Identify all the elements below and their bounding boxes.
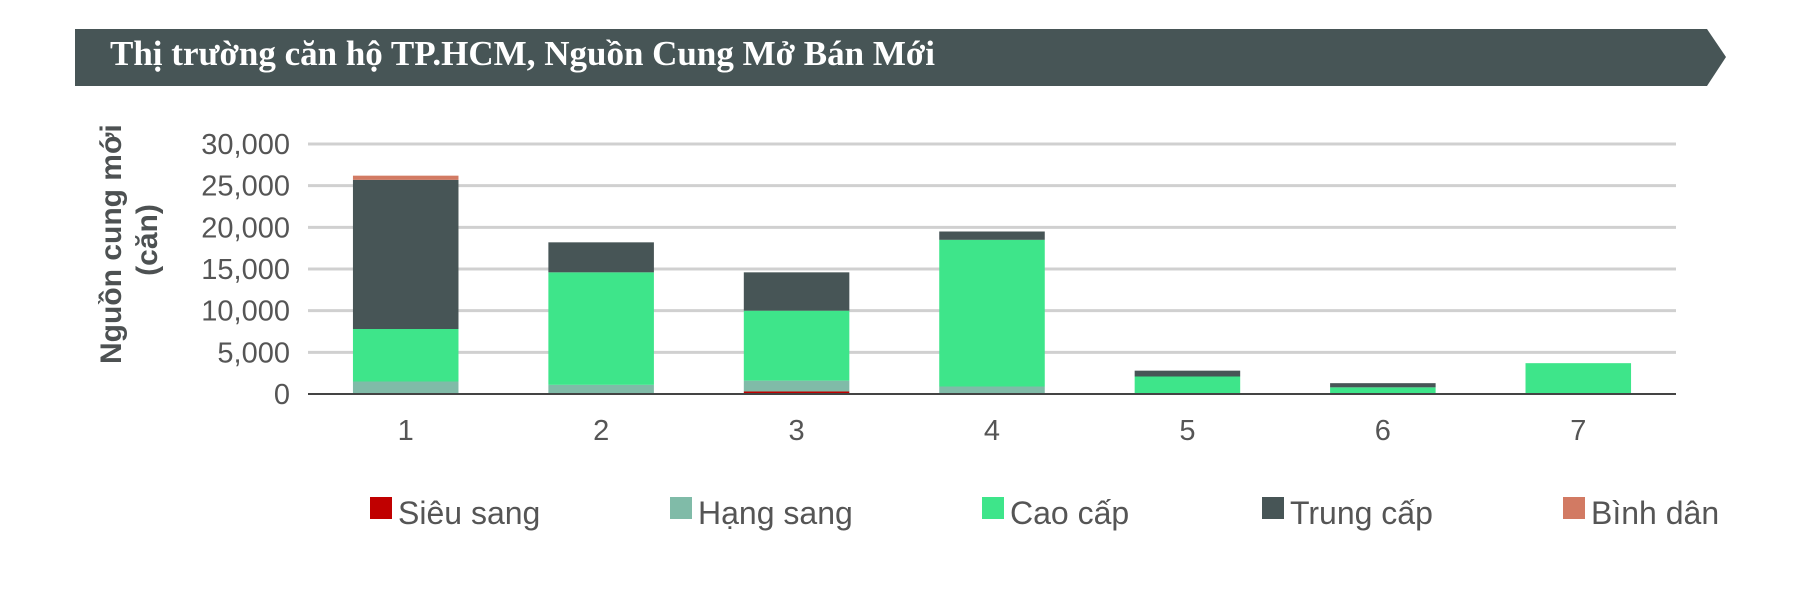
y-axis-ticks: 0 5,000 10,000 15,000 20,000 25,000 30,000	[201, 129, 290, 411]
title-banner-shape	[75, 29, 1726, 86]
bar-segment-bình-dân-1	[352, 175, 459, 180]
title-banner	[75, 29, 1726, 86]
y-axis-label-line-1: Nguồn cung mới	[95, 124, 128, 364]
stacked-bar-chart: 0 5,000 10,000 15,000 20,000 25,000 30,000 1 2 3…	[95, 116, 1676, 447]
bar-segment-trung-cấp-3	[743, 272, 850, 311]
y-tick-label: 15,000	[201, 254, 290, 286]
bar-segment-trung-cấp-1	[352, 179, 459, 329]
y-axis-label: Nguồn cung mới (căn)	[95, 116, 164, 364]
bars	[352, 175, 1632, 394]
legend-label: Hạng sang	[698, 494, 853, 531]
legend-item: Bình dân	[1563, 488, 1719, 538]
legend-label: Siêu sang	[398, 494, 541, 531]
y-tick-label: 30,000	[201, 129, 290, 161]
bar-segment-cao-cấp-1	[352, 329, 459, 382]
x-tick-label: 5	[1179, 415, 1195, 447]
legend-label: Cao cấp	[1010, 494, 1130, 531]
bar-segment-cao-cấp-2	[548, 272, 654, 385]
y-tick-label: 20,000	[201, 212, 290, 244]
legend-item: Cao cấp	[982, 488, 1129, 538]
bar-segment-hạng-sang-2	[548, 384, 654, 394]
bar-segment-cao-cấp-6	[1330, 387, 1436, 394]
y-axis-label-line-2: (căn)	[131, 204, 164, 276]
legend-swatch	[1563, 497, 1585, 519]
bar-segment-cao-cấp-4	[939, 239, 1045, 387]
legend-swatch	[982, 497, 1004, 519]
x-tick-label: 6	[1375, 415, 1391, 447]
bar-segment-cao-cấp-7	[1525, 363, 1632, 394]
bar-segment-trung-cấp-2	[548, 242, 654, 273]
bar-segment-cao-cấp-5	[1134, 376, 1241, 394]
legend-item: Siêu sang	[370, 488, 540, 538]
legend-label: Trung cấp	[1290, 494, 1433, 531]
legend-label: Bình dân	[1591, 494, 1720, 531]
legend-swatch	[370, 497, 392, 519]
x-tick-label: 2	[593, 415, 609, 447]
y-tick-label: 5,000	[217, 337, 290, 369]
x-tick-label: 4	[984, 415, 1000, 447]
legend-item: Trung cấp	[1262, 488, 1433, 538]
bar-segment-cao-cấp-3	[743, 310, 850, 381]
legend-swatch	[670, 497, 692, 519]
legend-swatch	[1262, 497, 1284, 519]
y-tick-label: 25,000	[201, 171, 290, 203]
bar-segment-trung-cấp-5	[1134, 370, 1241, 377]
bar-segment-hạng-sang-1	[352, 381, 459, 394]
bar-segment-hạng-sang-3	[743, 380, 850, 392]
legend: Siêu sang Hạng sang Cao cấp Trung cấp Bình d…	[0, 488, 1798, 538]
x-tick-label: 1	[398, 415, 414, 447]
bar-segment-siêu-sang-3	[743, 391, 850, 394]
legend-item: Hạng sang	[670, 488, 853, 538]
y-tick-label: 10,000	[201, 296, 290, 328]
chart-title: Thị trường căn hộ TP.HCM, Nguồn Cung Mở …	[110, 34, 935, 73]
bar-segment-hạng-sang-4	[939, 386, 1045, 394]
x-tick-label: 3	[789, 415, 805, 447]
y-tick-label: 0	[274, 379, 290, 411]
bar-segment-trung-cấp-4	[939, 231, 1045, 240]
bar-segment-trung-cấp-6	[1330, 383, 1436, 388]
x-axis-ticks: 1 2 3 4 5 6 7	[398, 415, 1587, 447]
x-tick-label: 7	[1570, 415, 1586, 447]
